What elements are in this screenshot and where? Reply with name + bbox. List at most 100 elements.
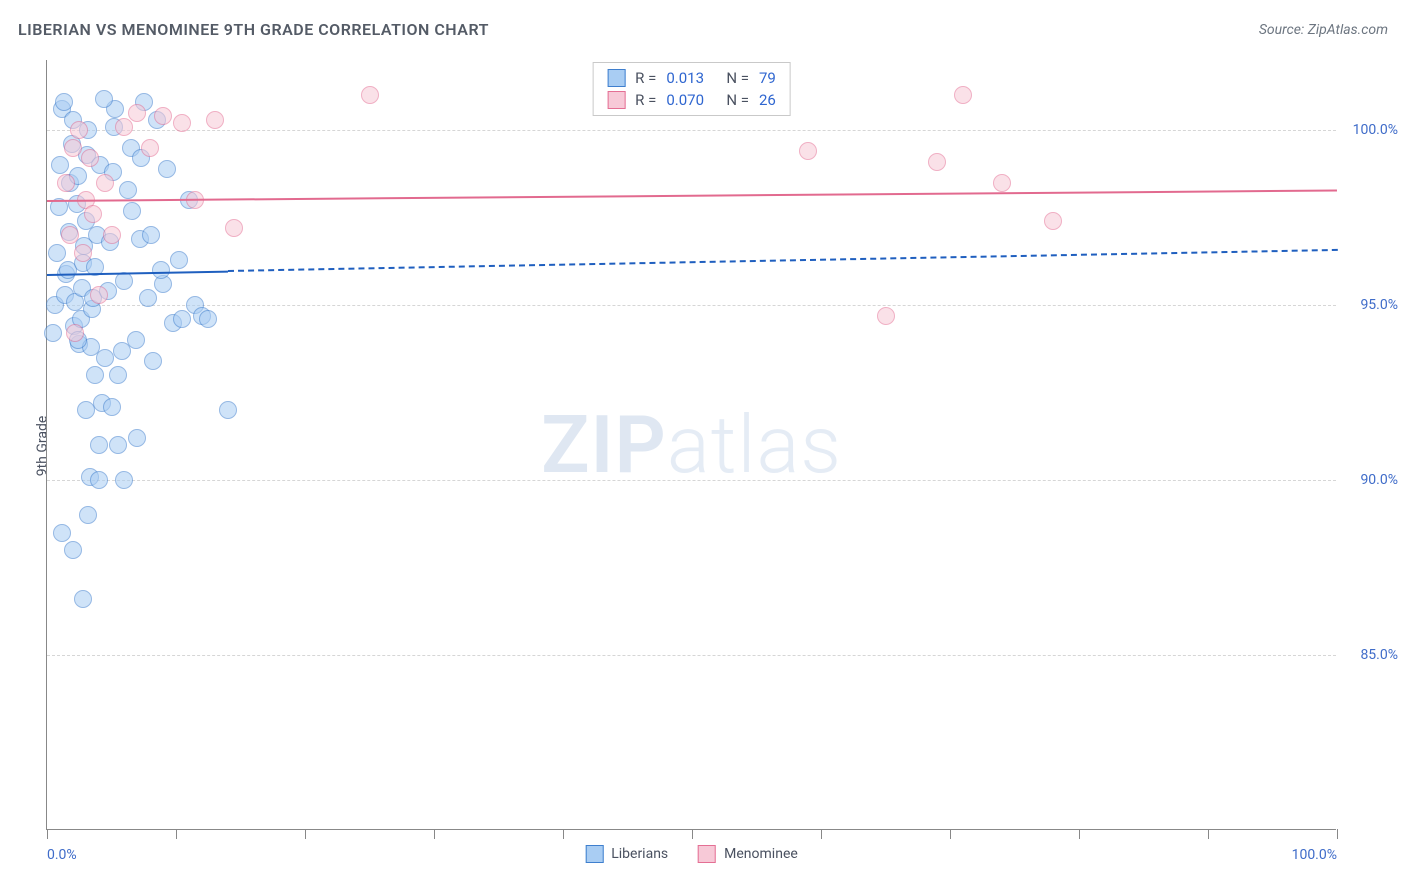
xtick [47,829,48,839]
gridline [47,655,1336,656]
data-point [141,139,159,157]
data-point [123,202,141,220]
ytick-label: 85.0% [1360,647,1398,663]
ytick-label: 95.0% [1360,297,1398,313]
data-point [954,86,972,104]
data-point [74,590,92,608]
legend-r-value: 0.070 [666,91,716,109]
data-point [115,471,133,489]
chart-title: LIBERIAN VS MENOMINEE 9TH GRADE CORRELAT… [18,20,489,39]
legend-bottom-item: Liberians [585,845,668,863]
data-point [51,156,69,174]
data-point [66,324,84,342]
data-point [225,219,243,237]
data-point [96,174,114,192]
gridline [47,480,1336,481]
data-point [109,436,127,454]
legend-swatch [698,845,716,863]
data-point [61,226,79,244]
header: LIBERIAN VS MENOMINEE 9TH GRADE CORRELAT… [18,20,1388,39]
data-point [128,429,146,447]
legend-swatch [585,845,603,863]
xtick [176,829,177,839]
legend-series-label: Liberians [611,846,668,862]
data-point [77,401,95,419]
trend-line [47,190,1337,202]
xtick [1337,829,1338,839]
data-point [115,118,133,136]
data-point [206,111,224,129]
data-point [84,205,102,223]
xtick [305,829,306,839]
legend-correlation-box: R = 0.013 N = 79 R = 0.070 N = 26 [592,62,791,116]
data-point [361,86,379,104]
legend-n-value: 79 [759,69,776,87]
data-point [109,366,127,384]
data-point [55,93,73,111]
xtick [692,829,693,839]
data-point [95,90,113,108]
data-point [44,324,62,342]
ytick-label: 90.0% [1360,472,1398,488]
xtick [563,829,564,839]
xtick [821,829,822,839]
data-point [86,366,104,384]
legend-top-row: R = 0.013 N = 79 [593,67,790,89]
data-point [173,114,191,132]
data-point [139,289,157,307]
legend-swatch [607,91,625,109]
watermark-part1: ZIP [541,398,667,492]
xtick [434,829,435,839]
legend-series-label: Menominee [724,846,798,862]
data-point [128,104,146,122]
data-point [170,251,188,269]
gridline [47,130,1336,131]
ytick-label: 100.0% [1353,122,1398,138]
legend-top-row: R = 0.070 N = 26 [593,89,790,111]
data-point [993,174,1011,192]
data-point [799,142,817,160]
watermark-part2: atlas [667,398,842,492]
legend-r-value: 0.013 [666,69,716,87]
data-point [154,107,172,125]
legend-series: Liberians Menominee [585,845,798,863]
xtick-label-right: 100.0% [1292,847,1337,863]
data-point [103,398,121,416]
legend-swatch [607,69,625,87]
data-point [90,436,108,454]
data-point [90,471,108,489]
trend-line [228,249,1337,272]
data-point [103,226,121,244]
gridline [47,305,1336,306]
data-point [57,174,75,192]
data-point [877,307,895,325]
data-point [79,506,97,524]
watermark: ZIPatlas [541,398,842,492]
legend-n-value: 26 [759,91,776,109]
data-point [48,244,66,262]
xtick [1208,829,1209,839]
chart-plot-area: ZIPatlas R =0.013N =79R =0.070N =26 Libe… [46,60,1336,830]
data-point [81,149,99,167]
data-point [142,226,160,244]
data-point [158,160,176,178]
legend-n-label: N = [726,69,749,87]
data-point [127,331,145,349]
data-point [90,286,108,304]
source-attribution: Source: ZipAtlas.com [1259,22,1388,38]
data-point [1044,212,1062,230]
legend-r-label: R = [635,69,656,87]
data-point [152,261,170,279]
legend-r-label: R = [635,91,656,109]
legend-n-label: N = [726,91,749,109]
data-point [199,310,217,328]
data-point [144,352,162,370]
data-point [64,541,82,559]
xtick [950,829,951,839]
xtick-label-left: 0.0% [47,847,77,863]
data-point [96,349,114,367]
data-point [119,181,137,199]
data-point [70,121,88,139]
data-point [64,139,82,157]
xtick [1079,829,1080,839]
